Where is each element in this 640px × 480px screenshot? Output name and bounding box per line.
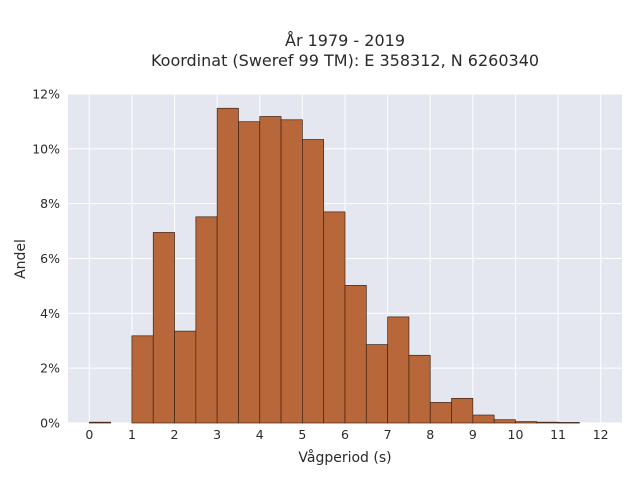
histogram-bar <box>238 121 261 424</box>
histogram-bar <box>429 402 452 424</box>
y-axis-label: Andel <box>13 239 29 279</box>
histogram-bar <box>365 344 388 424</box>
x-tick-label: 9 <box>469 427 477 442</box>
y-tick-label: 2% <box>40 361 60 376</box>
x-tick-label: 3 <box>213 427 221 442</box>
x-axis-ticks: 0 1 2 3 4 5 6 7 8 9 10 11 12 <box>85 427 608 442</box>
histogram-bar <box>216 107 239 424</box>
x-tick-label: 10 <box>508 427 524 442</box>
histogram-bar <box>387 316 410 424</box>
histogram-bar <box>302 139 325 424</box>
y-tick-label: 10% <box>32 141 60 156</box>
histogram-bar <box>323 211 346 424</box>
x-tick-label: 4 <box>256 427 264 442</box>
x-tick-label: 2 <box>171 427 179 442</box>
histogram-bar <box>152 232 175 424</box>
histogram-bar <box>472 414 495 424</box>
x-tick-label: 6 <box>341 427 349 442</box>
y-tick-label: 4% <box>40 306 60 321</box>
histogram-bar <box>344 285 367 424</box>
x-tick-label: 8 <box>426 427 434 442</box>
bars <box>88 107 580 424</box>
y-axis-ticks: 0% 2% 4% 6% 8% 10% 12% <box>32 87 60 431</box>
y-tick-label: 0% <box>40 416 60 431</box>
histogram-bar <box>408 354 431 424</box>
y-tick-label: 6% <box>40 251 60 266</box>
x-tick-label: 11 <box>550 427 566 442</box>
x-tick-label: 5 <box>298 427 306 442</box>
chart-subtitle: Koordinat (Sweref 99 TM): E 358312, N 62… <box>151 51 539 70</box>
x-axis-label: Vågperiod (s) <box>298 449 391 466</box>
histogram-bar <box>515 421 538 424</box>
histogram-bar <box>493 419 516 424</box>
x-tick-label: 7 <box>384 427 392 442</box>
y-tick-label: 12% <box>32 87 60 102</box>
histogram-bar <box>451 397 474 424</box>
histogram-bar <box>280 119 303 424</box>
histogram-bar <box>259 116 282 424</box>
x-tick-label: 0 <box>85 427 93 442</box>
histogram-bar <box>195 216 218 424</box>
histogram-bar <box>88 421 111 424</box>
histogram-bar <box>174 330 197 424</box>
histogram-bar <box>557 422 580 424</box>
x-tick-label: 12 <box>593 427 609 442</box>
chart-title: År 1979 - 2019 <box>285 31 405 50</box>
y-tick-label: 8% <box>40 196 60 211</box>
histogram-bar <box>131 335 154 424</box>
x-tick-label: 1 <box>128 427 136 442</box>
histogram-bar <box>536 421 559 424</box>
